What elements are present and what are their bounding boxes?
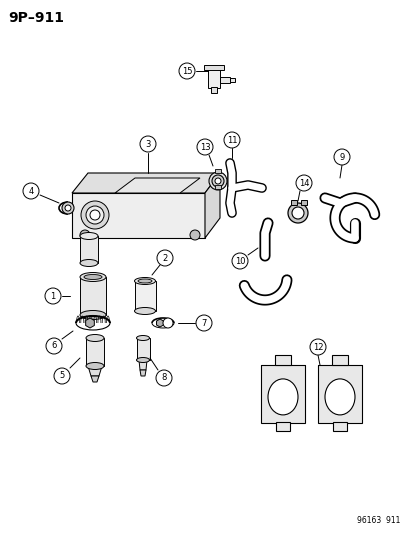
Ellipse shape	[80, 232, 98, 239]
Bar	[230, 78, 235, 82]
Bar	[211, 87, 216, 93]
Circle shape	[81, 201, 109, 229]
Bar	[260, 365, 304, 423]
Ellipse shape	[136, 335, 149, 341]
Ellipse shape	[134, 308, 155, 314]
Bar	[274, 355, 290, 365]
Polygon shape	[72, 173, 219, 193]
Circle shape	[195, 315, 211, 331]
Ellipse shape	[80, 311, 106, 319]
Polygon shape	[72, 193, 204, 238]
Bar	[214, 185, 221, 189]
Ellipse shape	[86, 335, 104, 342]
Polygon shape	[204, 173, 219, 238]
Circle shape	[157, 250, 173, 266]
Circle shape	[23, 183, 39, 199]
Bar	[290, 200, 296, 205]
Bar	[300, 200, 306, 205]
Text: 9: 9	[339, 152, 344, 161]
Text: 10: 10	[234, 256, 244, 265]
Ellipse shape	[134, 278, 155, 285]
Bar	[219, 77, 230, 83]
Ellipse shape	[138, 279, 152, 283]
Bar	[135, 281, 156, 311]
Text: 12: 12	[312, 343, 323, 351]
Polygon shape	[140, 370, 146, 376]
Circle shape	[62, 202, 74, 214]
Bar	[274, 354, 290, 366]
Circle shape	[178, 63, 195, 79]
Bar	[331, 354, 347, 366]
Ellipse shape	[267, 379, 297, 415]
Bar	[207, 68, 219, 88]
Text: 14: 14	[298, 179, 309, 188]
Text: 2: 2	[162, 254, 167, 262]
Polygon shape	[156, 319, 163, 327]
Circle shape	[211, 175, 223, 187]
Circle shape	[209, 172, 226, 190]
Bar	[214, 169, 221, 173]
Bar	[332, 422, 346, 431]
Polygon shape	[91, 376, 99, 382]
Text: 1: 1	[50, 292, 55, 301]
Circle shape	[163, 318, 173, 328]
Circle shape	[45, 288, 61, 304]
Circle shape	[46, 338, 62, 354]
Circle shape	[223, 132, 240, 148]
Text: 3: 3	[145, 140, 150, 149]
Circle shape	[190, 230, 199, 240]
Ellipse shape	[80, 260, 98, 266]
Circle shape	[231, 253, 247, 269]
Circle shape	[291, 207, 303, 219]
Text: 8: 8	[161, 374, 166, 383]
Circle shape	[214, 178, 221, 184]
Text: 11: 11	[226, 135, 237, 144]
Text: 9P–911: 9P–911	[8, 11, 64, 25]
Ellipse shape	[86, 362, 104, 369]
Circle shape	[309, 339, 325, 355]
Text: 5: 5	[59, 372, 64, 381]
Bar	[204, 65, 223, 70]
Bar	[80, 236, 98, 263]
Text: 96163  911: 96163 911	[356, 516, 399, 525]
Text: 6: 6	[51, 342, 57, 351]
Bar	[137, 338, 150, 360]
Polygon shape	[88, 366, 102, 376]
Circle shape	[140, 136, 156, 152]
Bar	[331, 355, 347, 365]
Circle shape	[90, 210, 100, 220]
Polygon shape	[139, 360, 147, 370]
Text: 15: 15	[181, 67, 192, 76]
Text: 4: 4	[28, 187, 33, 196]
Circle shape	[197, 139, 212, 155]
Circle shape	[156, 370, 171, 386]
Circle shape	[86, 206, 104, 224]
Ellipse shape	[136, 358, 149, 362]
Text: 7: 7	[201, 319, 206, 327]
Bar	[80, 277, 106, 315]
Ellipse shape	[324, 379, 354, 415]
Circle shape	[295, 175, 311, 191]
Circle shape	[54, 368, 70, 384]
Circle shape	[65, 205, 71, 211]
Ellipse shape	[80, 272, 106, 281]
Bar	[275, 422, 289, 431]
Text: 13: 13	[199, 142, 210, 151]
Circle shape	[333, 149, 349, 165]
Circle shape	[287, 203, 307, 223]
Ellipse shape	[84, 274, 102, 279]
Polygon shape	[115, 178, 199, 193]
Bar	[317, 365, 361, 423]
Polygon shape	[85, 318, 94, 328]
Bar	[86, 338, 104, 366]
Circle shape	[80, 230, 90, 240]
